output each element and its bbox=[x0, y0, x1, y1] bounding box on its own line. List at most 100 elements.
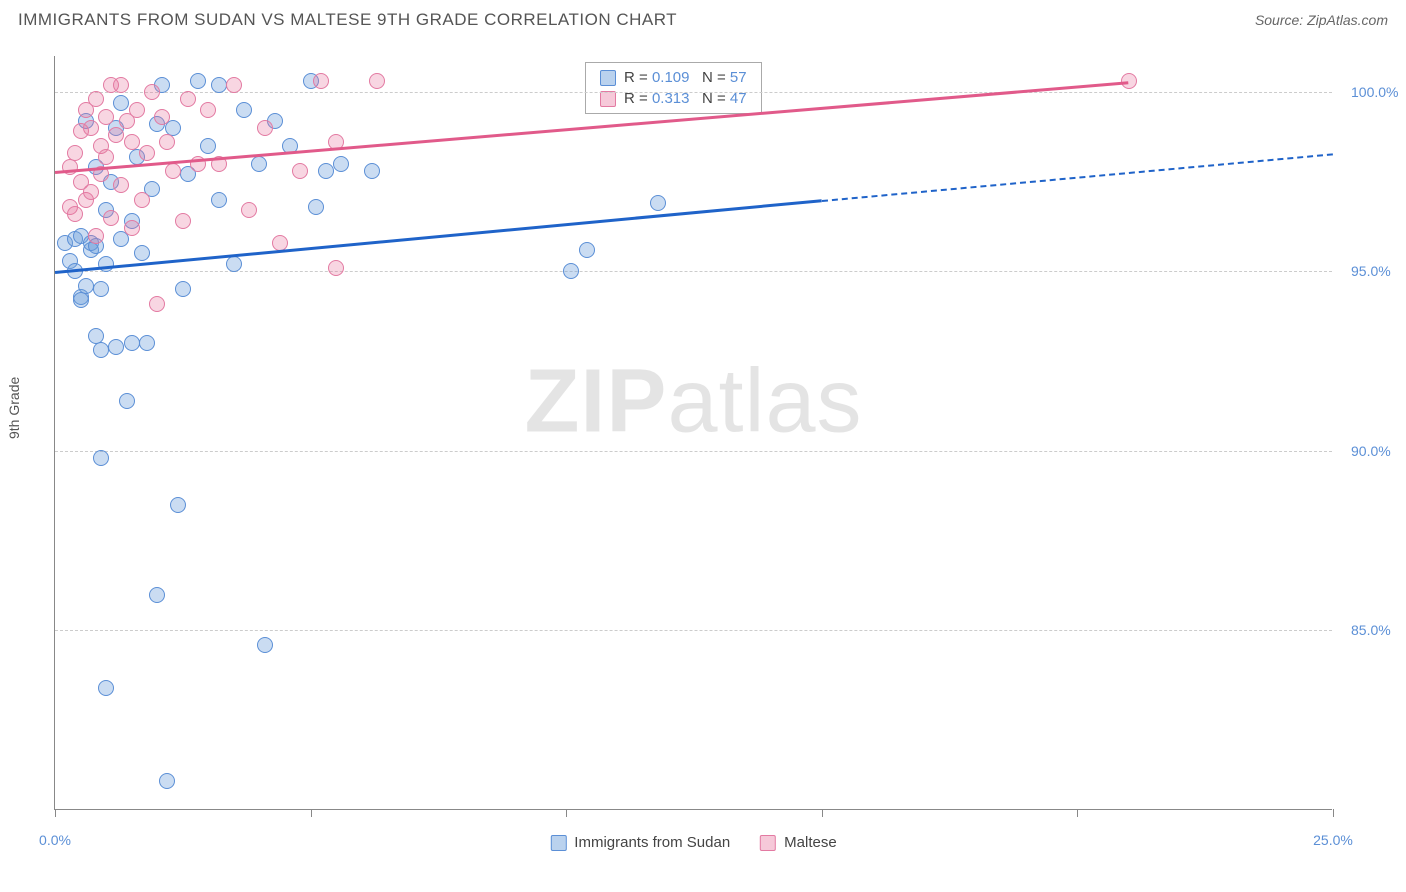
data-point-sudan bbox=[257, 637, 273, 653]
data-point-maltese bbox=[144, 84, 160, 100]
trend-line bbox=[55, 200, 822, 274]
data-point-maltese bbox=[226, 77, 242, 93]
data-point-maltese bbox=[124, 220, 140, 236]
data-point-sudan bbox=[579, 242, 595, 258]
data-point-maltese bbox=[67, 206, 83, 222]
data-point-sudan bbox=[226, 256, 242, 272]
data-point-sudan bbox=[78, 278, 94, 294]
data-point-sudan bbox=[251, 156, 267, 172]
legend-item: Immigrants from Sudan bbox=[550, 834, 730, 851]
data-point-maltese bbox=[313, 73, 329, 89]
data-point-maltese bbox=[272, 235, 288, 251]
stats-legend: R = 0.109 N = 57R = 0.313 N = 47 bbox=[585, 62, 762, 114]
data-point-maltese bbox=[159, 134, 175, 150]
data-point-sudan bbox=[364, 163, 380, 179]
data-point-maltese bbox=[124, 134, 140, 150]
data-point-sudan bbox=[113, 95, 129, 111]
data-point-maltese bbox=[369, 73, 385, 89]
x-tick bbox=[566, 809, 567, 817]
data-point-maltese bbox=[67, 145, 83, 161]
y-tick-label: 100.0% bbox=[1351, 84, 1398, 100]
legend-swatch bbox=[550, 835, 566, 851]
data-point-maltese bbox=[83, 184, 99, 200]
gridline-h bbox=[55, 92, 1332, 93]
data-point-maltese bbox=[180, 91, 196, 107]
data-point-sudan bbox=[211, 77, 227, 93]
gridline-h bbox=[55, 451, 1332, 452]
legend-swatch bbox=[600, 70, 616, 86]
scatter-plot: ZIPatlas R = 0.109 N = 57R = 0.313 N = 4… bbox=[54, 56, 1332, 810]
trend-line bbox=[822, 153, 1333, 202]
data-point-maltese bbox=[149, 296, 165, 312]
data-point-sudan bbox=[563, 263, 579, 279]
data-point-sudan bbox=[159, 773, 175, 789]
data-point-sudan bbox=[175, 281, 191, 297]
data-point-sudan bbox=[236, 102, 252, 118]
stats-legend-row-sudan: R = 0.109 N = 57 bbox=[586, 67, 761, 88]
data-point-sudan bbox=[93, 281, 109, 297]
x-tick bbox=[822, 809, 823, 817]
data-point-sudan bbox=[124, 335, 140, 351]
x-tick bbox=[311, 809, 312, 817]
data-point-maltese bbox=[108, 127, 124, 143]
data-point-sudan bbox=[98, 680, 114, 696]
data-point-maltese bbox=[134, 192, 150, 208]
data-point-sudan bbox=[134, 245, 150, 261]
data-point-maltese bbox=[257, 120, 273, 136]
data-point-sudan bbox=[119, 393, 135, 409]
x-tick bbox=[1077, 809, 1078, 817]
data-point-maltese bbox=[113, 177, 129, 193]
data-point-maltese bbox=[165, 163, 181, 179]
data-point-maltese bbox=[83, 120, 99, 136]
page-title: IMMIGRANTS FROM SUDAN VS MALTESE 9TH GRA… bbox=[18, 10, 677, 30]
data-point-sudan bbox=[650, 195, 666, 211]
data-point-sudan bbox=[108, 339, 124, 355]
chart-container: 9th Grade ZIPatlas R = 0.109 N = 57R = 0… bbox=[16, 42, 1390, 876]
data-point-sudan bbox=[308, 199, 324, 215]
legend-text: R = 0.109 N = 57 bbox=[624, 69, 747, 86]
legend-swatch bbox=[600, 91, 616, 107]
gridline-h bbox=[55, 271, 1332, 272]
data-point-maltese bbox=[200, 102, 216, 118]
x-tick-label: 25.0% bbox=[1313, 832, 1353, 848]
data-point-maltese bbox=[88, 228, 104, 244]
data-point-maltese bbox=[98, 149, 114, 165]
x-tick bbox=[1333, 809, 1334, 817]
data-point-maltese bbox=[139, 145, 155, 161]
data-point-maltese bbox=[328, 260, 344, 276]
y-tick-label: 85.0% bbox=[1351, 622, 1391, 638]
legend-item: Maltese bbox=[760, 834, 837, 851]
y-tick-label: 90.0% bbox=[1351, 443, 1391, 459]
data-point-sudan bbox=[211, 192, 227, 208]
data-point-maltese bbox=[154, 109, 170, 125]
legend-label: Immigrants from Sudan bbox=[574, 834, 730, 851]
data-point-sudan bbox=[73, 292, 89, 308]
data-point-sudan bbox=[333, 156, 349, 172]
gridline-h bbox=[55, 630, 1332, 631]
source-label: Source: ZipAtlas.com bbox=[1255, 12, 1388, 28]
series-legend: Immigrants from Sudan Maltese bbox=[550, 834, 836, 851]
data-point-maltese bbox=[129, 102, 145, 118]
data-point-maltese bbox=[62, 159, 78, 175]
watermark: ZIPatlas bbox=[524, 351, 862, 454]
legend-swatch bbox=[760, 835, 776, 851]
data-point-sudan bbox=[139, 335, 155, 351]
x-tick bbox=[55, 809, 56, 817]
legend-label: Maltese bbox=[784, 834, 837, 851]
data-point-sudan bbox=[93, 450, 109, 466]
data-point-sudan bbox=[149, 587, 165, 603]
data-point-sudan bbox=[98, 256, 114, 272]
data-point-maltese bbox=[113, 77, 129, 93]
data-point-maltese bbox=[292, 163, 308, 179]
data-point-maltese bbox=[98, 109, 114, 125]
data-point-sudan bbox=[93, 342, 109, 358]
data-point-sudan bbox=[318, 163, 334, 179]
data-point-sudan bbox=[200, 138, 216, 154]
y-axis-title: 9th Grade bbox=[6, 377, 22, 439]
data-point-maltese bbox=[175, 213, 191, 229]
data-point-maltese bbox=[241, 202, 257, 218]
data-point-maltese bbox=[88, 91, 104, 107]
data-point-sudan bbox=[190, 73, 206, 89]
x-tick-label: 0.0% bbox=[39, 832, 71, 848]
data-point-sudan bbox=[170, 497, 186, 513]
